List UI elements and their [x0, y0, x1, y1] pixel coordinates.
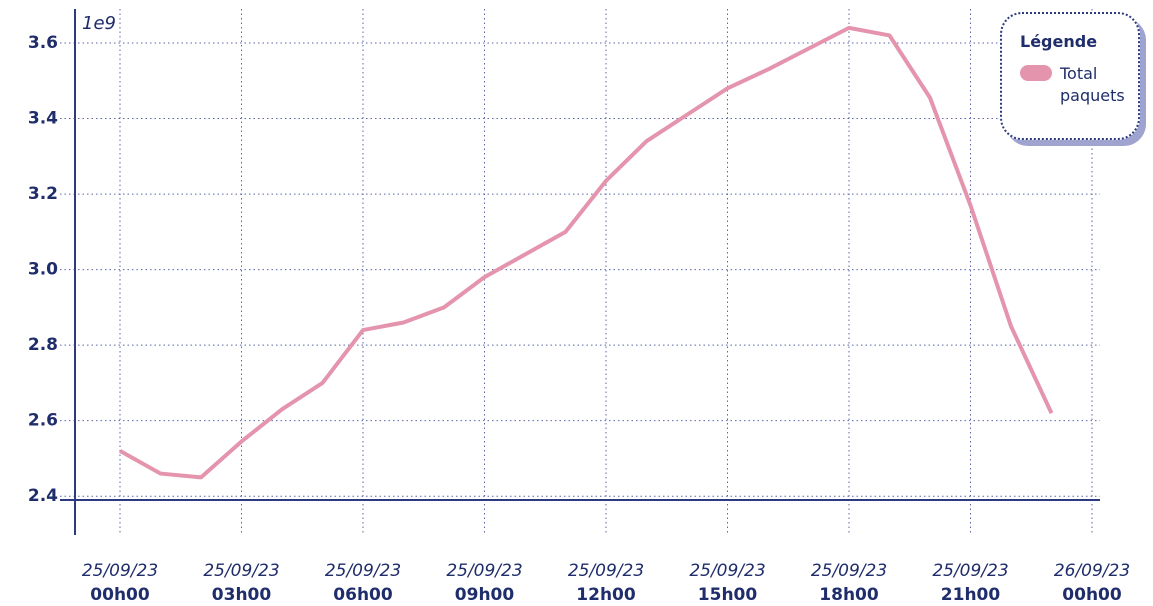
legend-label: Total paquets	[1060, 64, 1125, 105]
y-tick-label: 3.0	[28, 260, 58, 280]
x-tick-label: 25/09/23	[568, 561, 644, 581]
x-tick-label: 25/09/23	[446, 561, 522, 581]
x-tick-label: 00h00	[90, 585, 150, 605]
x-tick-label: 25/09/23	[203, 561, 279, 581]
y-tick-label: 3.4	[28, 109, 58, 129]
y-tick-label: 2.4	[28, 486, 58, 506]
offset-label: 1e9	[82, 13, 116, 34]
x-tick-label: 06h00	[333, 585, 393, 605]
x-tick-label: 18h00	[819, 585, 879, 605]
x-tick-label: 00h00	[1062, 585, 1122, 605]
x-tick-label: 26/09/23	[1054, 561, 1130, 581]
x-tick-label: 25/09/23	[82, 561, 158, 581]
x-tick-label: 21h00	[941, 585, 1001, 605]
x-tick-label: 09h00	[455, 585, 515, 605]
x-tick-label: 03h00	[212, 585, 272, 605]
y-tick-label: 3.2	[28, 184, 58, 204]
x-tick-label: 12h00	[576, 585, 636, 605]
x-tick-label: 15h00	[698, 585, 758, 605]
y-tick-label: 3.6	[28, 33, 58, 53]
x-tick-label: 25/09/23	[325, 561, 401, 581]
line	[119, 25, 1054, 480]
x-tick-label: 25/09/23	[932, 561, 1008, 581]
x-tick-label: 25/09/23	[811, 561, 887, 581]
x-tick-label: 25/09/23	[689, 561, 765, 581]
legend-swatch	[1020, 65, 1052, 81]
y-tick-label: 2.8	[28, 335, 58, 355]
legend: Légende Total paquets	[1000, 12, 1140, 140]
legend-title: Légende	[1020, 32, 1098, 51]
legend-entry: Total paquets	[1020, 63, 1126, 107]
y-tick-label: 2.6	[28, 411, 58, 431]
